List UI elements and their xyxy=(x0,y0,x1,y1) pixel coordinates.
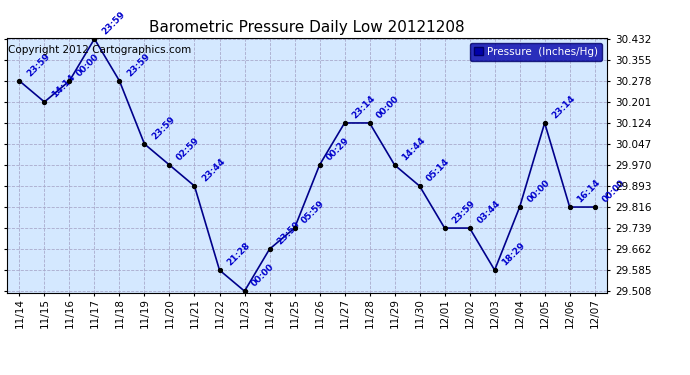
Point xyxy=(514,204,525,210)
Text: 02:59: 02:59 xyxy=(175,136,201,162)
Point xyxy=(489,267,500,273)
Text: 23:59: 23:59 xyxy=(25,51,52,78)
Point xyxy=(139,141,150,147)
Text: 00:00: 00:00 xyxy=(600,178,627,204)
Point xyxy=(39,99,50,105)
Point xyxy=(539,120,550,126)
Text: 23:59: 23:59 xyxy=(125,51,152,78)
Text: 00:00: 00:00 xyxy=(75,52,101,78)
Text: 21:28: 21:28 xyxy=(225,241,252,267)
Point xyxy=(64,78,75,84)
Point xyxy=(339,120,350,126)
Text: 23:59: 23:59 xyxy=(100,9,127,36)
Point xyxy=(564,204,575,210)
Point xyxy=(189,183,200,189)
Text: 14:44: 14:44 xyxy=(400,135,427,162)
Title: Barometric Pressure Daily Low 20121208: Barometric Pressure Daily Low 20121208 xyxy=(149,20,465,35)
Text: 00:00: 00:00 xyxy=(375,94,402,120)
Point xyxy=(414,183,425,189)
Point xyxy=(14,78,25,84)
Point xyxy=(439,225,450,231)
Text: Copyright 2012 Cartographics.com: Copyright 2012 Cartographics.com xyxy=(8,45,191,55)
Text: 03:44: 03:44 xyxy=(475,199,502,225)
Text: 00:00: 00:00 xyxy=(525,178,551,204)
Point xyxy=(89,36,100,42)
Text: 23:59: 23:59 xyxy=(150,114,177,141)
Text: 14:14: 14:14 xyxy=(50,72,77,99)
Text: 00:29: 00:29 xyxy=(325,136,352,162)
Text: 23:59: 23:59 xyxy=(275,220,302,246)
Point xyxy=(589,204,600,210)
Point xyxy=(164,162,175,168)
Text: 23:59: 23:59 xyxy=(450,199,477,225)
Text: 18:29: 18:29 xyxy=(500,241,527,267)
Point xyxy=(464,225,475,231)
Point xyxy=(389,162,400,168)
Text: 23:14: 23:14 xyxy=(550,93,577,120)
Point xyxy=(214,267,225,273)
Point xyxy=(239,288,250,294)
Text: 00:00: 00:00 xyxy=(250,262,276,288)
Point xyxy=(289,225,300,231)
Text: 16:14: 16:14 xyxy=(575,178,602,204)
Text: 05:14: 05:14 xyxy=(425,157,452,183)
Point xyxy=(264,246,275,252)
Text: 23:44: 23:44 xyxy=(200,156,227,183)
Point xyxy=(364,120,375,126)
Point xyxy=(114,78,125,84)
Text: 05:59: 05:59 xyxy=(300,199,326,225)
Text: 23:14: 23:14 xyxy=(350,93,377,120)
Legend: Pressure  (Inches/Hg): Pressure (Inches/Hg) xyxy=(470,43,602,61)
Point xyxy=(314,162,325,168)
